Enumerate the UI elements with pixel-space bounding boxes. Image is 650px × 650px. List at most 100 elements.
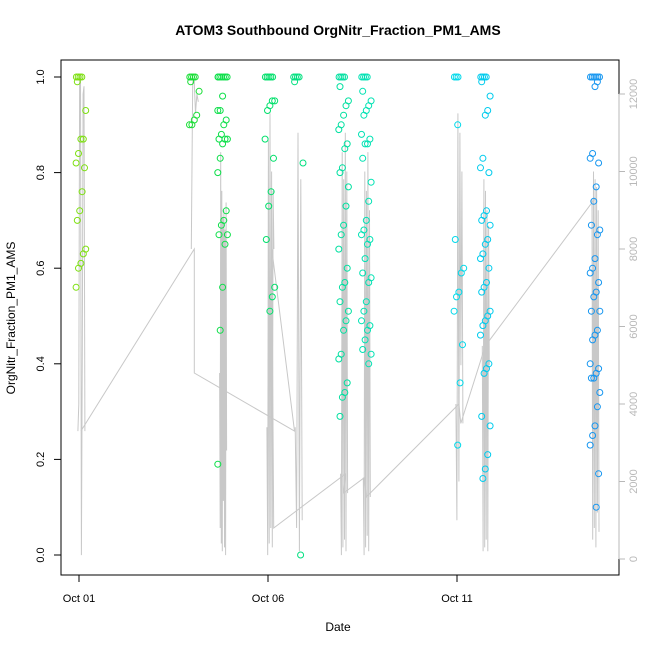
data-point (268, 293, 276, 301)
data-point (214, 169, 222, 177)
data-point (336, 169, 344, 177)
data-point (214, 73, 222, 81)
data-point (335, 126, 343, 134)
data-point (593, 231, 601, 239)
data-point (359, 87, 367, 95)
data-point (360, 307, 368, 315)
data-point (335, 245, 343, 253)
data-point (223, 231, 231, 239)
data-point (78, 188, 86, 196)
data-point (590, 197, 598, 205)
data-point (264, 107, 271, 114)
x-tick-label: Oct 11 (441, 593, 473, 605)
data-point (589, 432, 597, 439)
data-point (454, 73, 462, 81)
data-point (477, 331, 484, 339)
data-point (587, 221, 595, 229)
altitude-trace-flight-1 (77, 74, 86, 556)
data-point (592, 503, 600, 511)
data-point (454, 441, 462, 449)
data-point (591, 422, 599, 430)
y2-tick-label: 0 (628, 556, 640, 562)
data-point (336, 298, 344, 306)
data-point (359, 346, 367, 353)
data-point (479, 475, 487, 482)
data-point (81, 164, 88, 172)
y-tick-label: 0.8 (35, 165, 47, 180)
data-point (358, 130, 365, 138)
data-point (485, 169, 493, 177)
data-point (215, 231, 223, 239)
altitude-trace-flight-8 (455, 113, 464, 521)
y2-tick-label: 10000 (628, 156, 640, 187)
data-point (337, 231, 345, 239)
data-point (478, 412, 486, 420)
data-point (342, 202, 350, 210)
plot-frame (60, 59, 620, 576)
y-tick-label: 0.0 (35, 547, 47, 562)
data-point (479, 154, 487, 162)
data-point (454, 121, 462, 129)
data-point (73, 78, 81, 86)
data-point (361, 140, 369, 148)
y-tick-label: 0.6 (35, 261, 47, 276)
y2-tick-label: 8000 (628, 237, 640, 261)
data-point (367, 178, 375, 186)
data-point (593, 403, 601, 411)
altitude-connector-line (80, 198, 596, 529)
data-point (450, 307, 458, 315)
y2-tick-label: 2000 (628, 469, 640, 493)
data-point (214, 107, 222, 114)
data-point (358, 317, 365, 325)
data-point (364, 140, 371, 148)
data-point (341, 73, 348, 81)
data-point (195, 87, 203, 95)
data-point (223, 73, 231, 81)
data-point (266, 307, 274, 315)
data-point (595, 159, 603, 167)
data-point (216, 107, 224, 114)
data-point (271, 283, 279, 291)
data-point (453, 293, 460, 301)
data-point (362, 216, 370, 224)
data-point (220, 121, 228, 129)
data-point (359, 154, 367, 162)
data-point (261, 135, 269, 143)
y-tick-label: 0.4 (35, 356, 47, 371)
data-point (587, 374, 595, 382)
data-point (344, 307, 352, 315)
data-point (216, 154, 224, 162)
data-point (595, 279, 603, 286)
data-point (343, 379, 351, 387)
altitude-trace-flight-3 (219, 152, 228, 556)
data-point (216, 326, 224, 334)
data-point (477, 255, 484, 263)
data-point (482, 73, 490, 81)
data-point (338, 283, 346, 291)
data-point (591, 83, 599, 91)
data-point (78, 73, 86, 81)
y2-axis: 0 2000 4000 6000 8000 10000 12000 (618, 79, 640, 562)
data-point (589, 336, 597, 344)
data-point (586, 269, 594, 277)
data-point (365, 197, 373, 205)
plot-area (72, 73, 604, 559)
x-axis: Oct 01 Oct 06 Oct 11 (63, 574, 473, 605)
data-point (459, 341, 466, 349)
data-point (186, 121, 193, 129)
data-point (365, 360, 373, 368)
data-point (340, 111, 348, 119)
data-point (191, 73, 199, 81)
data-point (484, 451, 492, 459)
y2-tick-label: 12000 (628, 79, 640, 110)
data-point (72, 159, 80, 167)
data-point (481, 240, 489, 248)
data-point (486, 92, 494, 100)
altitude-trace-flight-5 (294, 132, 303, 552)
data-point (221, 240, 229, 248)
data-point (187, 78, 195, 86)
altitude-trace-flight-2 (190, 78, 199, 250)
data-point (297, 551, 305, 559)
x-axis-label: Date (325, 620, 351, 634)
data-point (188, 121, 196, 129)
